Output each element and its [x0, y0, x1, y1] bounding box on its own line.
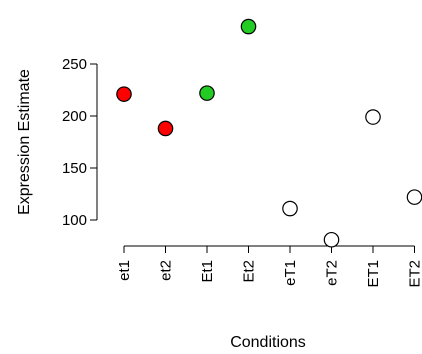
y-tick-label: 250: [62, 56, 87, 73]
data-point-eT1: [282, 200, 298, 217]
y-axis-title: Expression Estimate: [16, 69, 33, 215]
data-point-eT2: [323, 231, 340, 248]
x-axis-title: Conditions: [230, 334, 306, 351]
y-tick-label: 100: [62, 212, 87, 229]
x-tick-label: ET1: [365, 260, 382, 288]
data-point-et1: [116, 86, 132, 102]
x-tick-label: Et2: [241, 260, 258, 283]
x-tick-label: eT2: [324, 260, 341, 286]
x-tick-label: et1: [116, 260, 133, 281]
x-tick-label: Et1: [199, 260, 216, 283]
data-point-ET2: [406, 189, 422, 205]
x-axis: et1 et2 Et1 Et2 eT1 eT2 ET1 ET2: [116, 245, 422, 288]
y-tick-label: 200: [62, 108, 87, 125]
data-point-Et1: [199, 85, 215, 101]
y-tick-label: 150: [62, 160, 87, 177]
x-tick-label: et2: [158, 260, 175, 281]
data-point-ET1: [365, 109, 381, 125]
data-point-Et2: [240, 18, 257, 35]
data-points: [116, 18, 422, 248]
x-tick-label: eT1: [282, 260, 299, 286]
x-tick-label: ET2: [407, 260, 422, 288]
data-point-et2: [157, 120, 174, 137]
y-axis: 100 150 200 250: [62, 56, 98, 229]
